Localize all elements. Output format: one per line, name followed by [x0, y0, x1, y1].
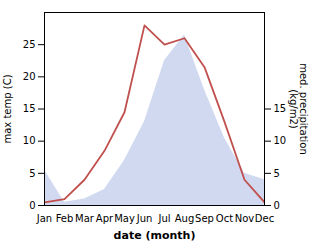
svg-text:med. precipitation(kg/m2): med. precipitation(kg/m2) — [288, 63, 309, 155]
svg-text:Aug: Aug — [175, 213, 195, 224]
svg-text:Feb: Feb — [56, 213, 74, 224]
svg-text:Dec: Dec — [255, 213, 274, 224]
svg-text:May: May — [114, 213, 135, 224]
svg-text:Oct: Oct — [216, 213, 233, 224]
svg-text:0: 0 — [29, 200, 35, 211]
svg-text:15: 15 — [274, 103, 287, 114]
svg-text:25: 25 — [23, 39, 36, 50]
svg-text:date (month): date (month) — [114, 229, 196, 242]
svg-text:10: 10 — [274, 135, 287, 146]
svg-text:15: 15 — [23, 103, 36, 114]
svg-text:Jun: Jun — [136, 213, 153, 224]
svg-text:max temp (C): max temp (C) — [2, 74, 13, 143]
svg-text:Apr: Apr — [96, 213, 114, 224]
svg-text:0: 0 — [274, 200, 280, 211]
svg-text:Mar: Mar — [75, 213, 95, 224]
svg-text:Jan: Jan — [36, 213, 52, 224]
svg-text:Jul: Jul — [157, 213, 170, 224]
svg-text:5: 5 — [274, 168, 280, 179]
svg-text:Nov: Nov — [235, 213, 255, 224]
svg-text:Sep: Sep — [195, 213, 214, 224]
svg-text:5: 5 — [29, 168, 35, 179]
svg-text:20: 20 — [23, 71, 36, 82]
svg-text:10: 10 — [23, 135, 36, 146]
